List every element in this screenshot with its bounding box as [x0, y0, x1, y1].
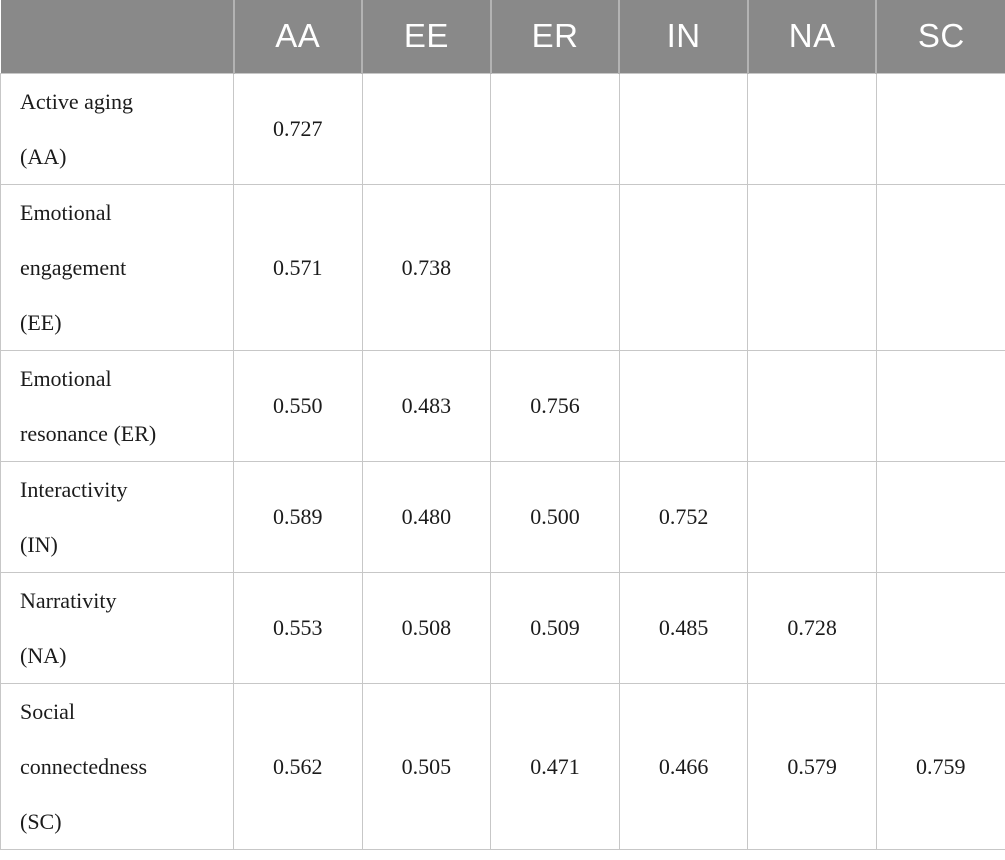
value-cell: 0.480: [361, 460, 492, 573]
empty-cell: [490, 183, 620, 351]
value-cell: 0.756: [490, 349, 620, 462]
value-cell: 0.759: [875, 682, 1005, 850]
empty-cell: [875, 460, 1005, 573]
table-body: Active aging (AA) 0.727 Emotional engagement…: [0, 72, 1005, 850]
table-row: Active aging (AA) 0.727: [0, 72, 1005, 185]
header-cell-ee: EE: [361, 0, 491, 73]
empty-cell: [875, 349, 1005, 462]
row-label: Narrativity (NA): [0, 571, 234, 684]
table-row: Narrativity (NA) 0.553 0.508 0.509 0.485 0.728: [0, 571, 1005, 684]
empty-cell: [747, 349, 877, 462]
value-cell: 0.471: [490, 682, 620, 850]
value-cell: 0.466: [618, 682, 749, 850]
row-label: Emotional engagement (EE): [0, 183, 234, 351]
row-label-line: (SC): [20, 808, 62, 834]
value-cell: 0.728: [747, 571, 877, 684]
value-cell: 0.553: [233, 571, 363, 684]
table-row: Interactivity (IN) 0.589 0.480 0.500 0.752: [0, 460, 1005, 573]
value-cell: 0.589: [233, 460, 363, 573]
row-label-line: Interactivity: [20, 476, 128, 502]
row-label-line: Emotional: [20, 199, 112, 225]
row-label-line: (IN): [20, 531, 58, 557]
row-label: Interactivity (IN): [0, 460, 234, 573]
row-label-line: Social: [20, 698, 75, 724]
empty-cell: [361, 72, 492, 185]
row-label: Emotional resonance (ER): [0, 349, 234, 462]
value-cell: 0.550: [233, 349, 363, 462]
value-cell: 0.508: [361, 571, 492, 684]
empty-cell: [747, 72, 877, 185]
empty-cell: [618, 349, 749, 462]
header-cell-aa: AA: [232, 0, 363, 73]
row-label-line: resonance (ER): [20, 420, 157, 446]
value-cell: 0.579: [747, 682, 877, 850]
value-cell: 0.500: [490, 460, 620, 573]
value-cell: 0.485: [618, 571, 749, 684]
row-label: Active aging (AA): [0, 72, 234, 185]
value-cell: 0.483: [361, 349, 492, 462]
empty-cell: [875, 571, 1005, 684]
header-cell-in: IN: [618, 0, 748, 73]
value-cell: 0.571: [233, 183, 363, 351]
header-cell-empty: [0, 0, 234, 73]
row-label-line: Narrativity: [20, 587, 117, 613]
row-label: Social connectedness (SC): [0, 682, 234, 850]
row-label-line: (AA): [20, 143, 67, 169]
value-cell: 0.562: [233, 682, 363, 850]
value-cell: 0.727: [233, 72, 363, 185]
table-header: AA EE ER IN NA SC: [0, 0, 1005, 73]
value-cell: 0.738: [361, 183, 492, 351]
header-row: AA EE ER IN NA SC: [0, 0, 1005, 73]
empty-cell: [618, 183, 749, 351]
row-label-line: (NA): [20, 642, 67, 668]
row-label-line: engagement: [20, 254, 127, 280]
empty-cell: [747, 183, 877, 351]
empty-cell: [875, 72, 1005, 185]
empty-cell: [490, 72, 620, 185]
table-row: Social connectedness (SC) 0.562 0.505 0.471 0.…: [0, 682, 1005, 850]
row-label-line: Emotional: [20, 365, 112, 391]
table-row: Emotional engagement (EE) 0.571 0.738: [0, 183, 1005, 351]
header-cell-er: ER: [489, 0, 620, 73]
value-cell: 0.509: [490, 571, 620, 684]
header-cell-sc: SC: [875, 0, 1005, 73]
value-cell: 0.505: [361, 682, 492, 850]
row-label-line: Active aging: [20, 88, 134, 114]
table-row: Emotional resonance (ER) 0.550 0.483 0.756: [0, 349, 1005, 462]
header-cell-na: NA: [746, 0, 877, 73]
row-label-line: (EE): [20, 309, 62, 335]
empty-cell: [618, 72, 749, 185]
row-label-line: connectedness: [20, 753, 148, 779]
value-cell: 0.752: [618, 460, 749, 573]
empty-cell: [875, 183, 1005, 351]
empty-cell: [747, 460, 877, 573]
